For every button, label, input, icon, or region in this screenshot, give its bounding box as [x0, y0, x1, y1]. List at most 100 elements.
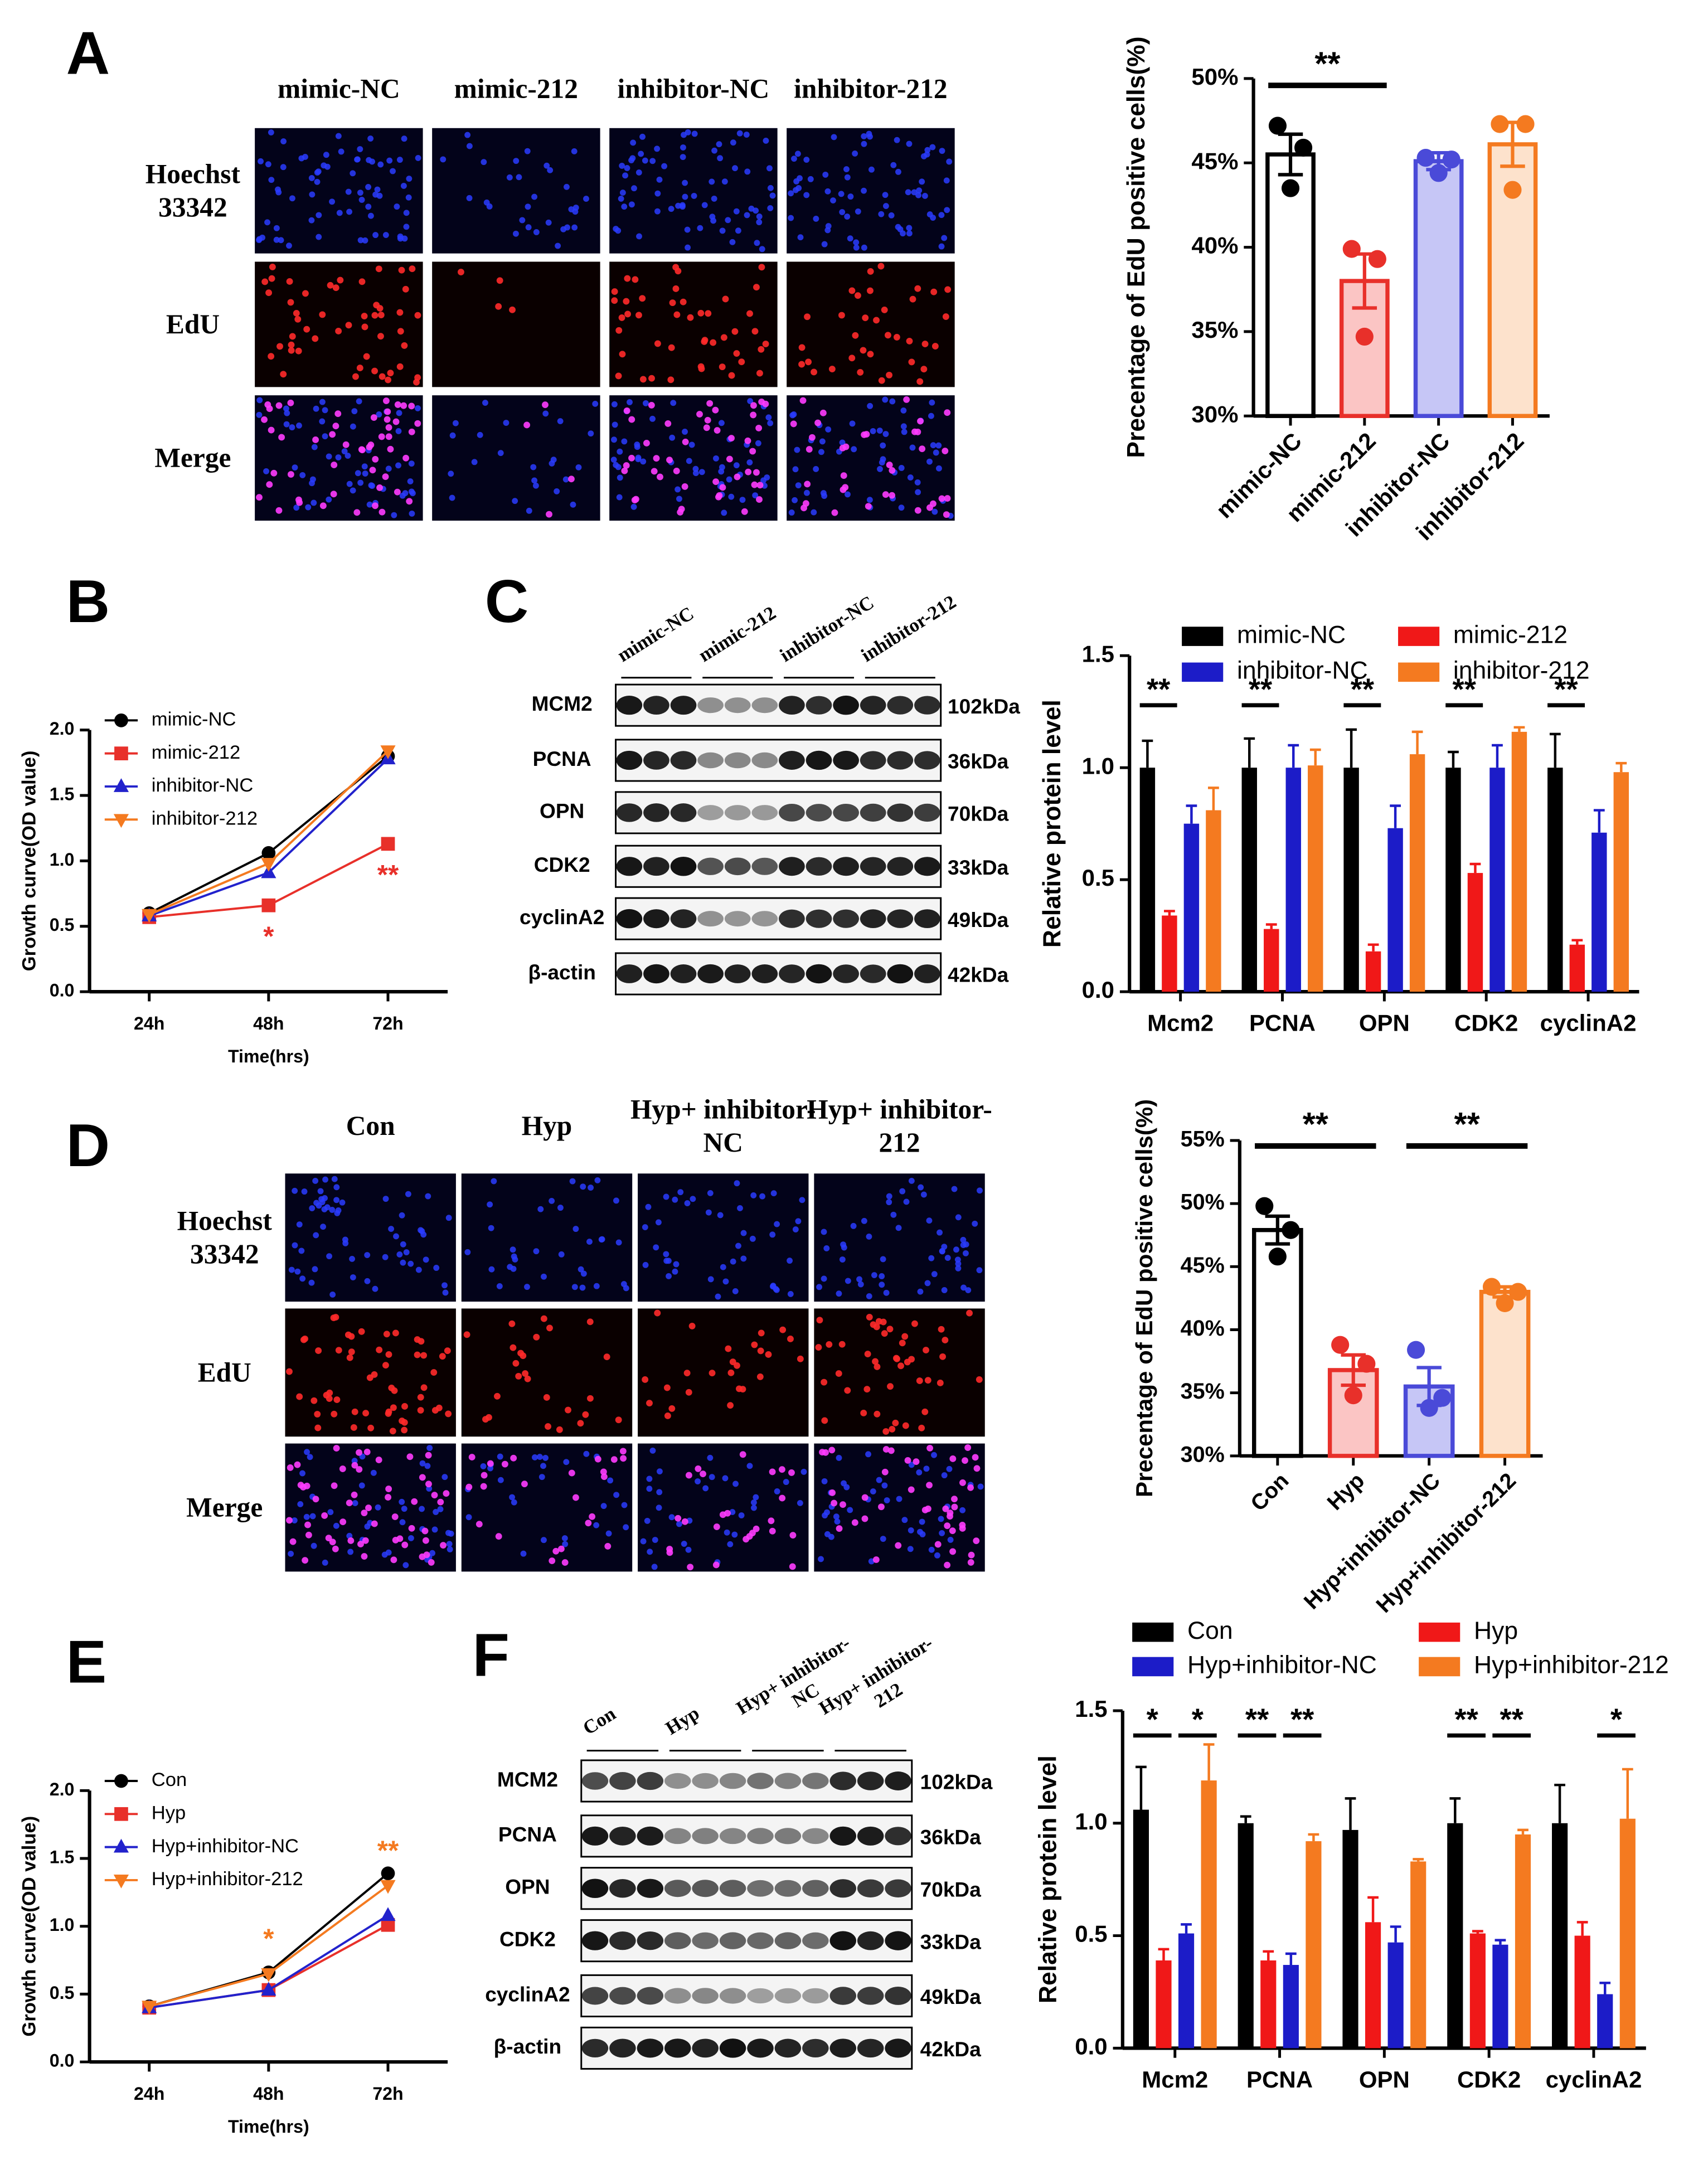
edu-nucleus	[685, 1389, 692, 1396]
nucleus	[345, 188, 352, 195]
edu-nucleus	[314, 1411, 321, 1418]
legend-label: inhibitor-NC	[152, 775, 254, 796]
edu-nucleus	[351, 1408, 358, 1415]
edu-nucleus	[886, 371, 892, 378]
edu-nucleus	[745, 468, 752, 475]
nucleus	[931, 508, 938, 515]
nucleus	[721, 509, 727, 516]
edu-nucleus	[510, 1344, 517, 1351]
edu-nucleus	[508, 1320, 516, 1327]
edu-nucleus	[376, 305, 384, 312]
edu-nucleus	[769, 1527, 776, 1535]
nucleus	[524, 1284, 530, 1290]
blot-frame	[580, 2026, 913, 2070]
nucleus	[800, 1468, 807, 1475]
edu-nucleus	[860, 1410, 867, 1416]
column-label: mimic-212	[454, 74, 579, 105]
blot-band	[802, 2038, 829, 2057]
nucleus	[532, 482, 539, 489]
y-tick-label: 0.0	[50, 2051, 75, 2071]
edu-nucleus	[886, 1326, 894, 1333]
legend-label: inhibitor-212	[152, 808, 258, 829]
x-tick-label: cyclinA2	[1546, 2066, 1642, 2093]
edu-nucleus	[931, 343, 939, 350]
nucleus	[313, 405, 319, 412]
edu-nucleus	[383, 1331, 390, 1338]
nucleus	[977, 1483, 984, 1490]
bar	[1387, 828, 1403, 992]
nucleus	[400, 182, 407, 189]
nucleus	[965, 1287, 972, 1293]
y-tick-label: 35%	[1191, 317, 1238, 343]
nucleus	[844, 174, 851, 181]
nucleus	[547, 167, 554, 173]
blot-band	[719, 1988, 746, 2004]
nucleus	[445, 1215, 452, 1221]
edu-nucleus	[396, 309, 404, 316]
blot-band	[774, 1880, 802, 1897]
edu-nucleus	[603, 1353, 610, 1361]
blot-band	[751, 911, 778, 927]
edu-nucleus	[908, 1486, 915, 1493]
edu-nucleus	[543, 1394, 550, 1401]
edu-nucleus	[276, 343, 283, 350]
edu-nucleus	[618, 314, 625, 321]
nucleus	[326, 453, 332, 460]
x-tick-label: Mcm2	[1147, 1010, 1214, 1036]
nucleus	[409, 510, 415, 517]
edu-nucleus	[619, 351, 626, 358]
edu-nucleus	[894, 1355, 900, 1362]
blot-band	[697, 911, 724, 927]
y-axis-label: Growth curve(OD value)	[19, 1816, 40, 2037]
micrograph-tile	[255, 261, 423, 387]
blot-band	[664, 1988, 691, 2004]
nucleus	[544, 162, 550, 169]
bar	[1492, 1944, 1508, 2049]
edu-nucleus	[758, 1329, 765, 1337]
nucleus	[471, 459, 478, 465]
nucleus	[709, 213, 716, 220]
significance-label: *	[263, 1924, 274, 1954]
edu-nucleus	[319, 502, 327, 509]
edu-nucleus	[610, 1456, 618, 1463]
nucleus	[308, 217, 315, 224]
column-label: Con	[346, 1111, 395, 1142]
edu-nucleus	[654, 340, 661, 347]
edu-nucleus	[789, 1563, 796, 1570]
nucleus	[309, 1513, 316, 1520]
edu-nucleus	[387, 370, 394, 377]
edu-nucleus	[726, 455, 733, 463]
micrograph-tile	[285, 1173, 456, 1302]
edu-nucleus	[926, 504, 933, 511]
blot-band	[829, 1987, 856, 2005]
nucleus	[795, 1218, 802, 1225]
nucleus	[433, 1265, 440, 1271]
nucleus	[654, 145, 661, 152]
nucleus	[899, 1188, 906, 1195]
nucleus	[580, 1183, 586, 1190]
edu-nucleus	[713, 1523, 720, 1530]
blot-strip	[580, 1974, 913, 2018]
nucleus	[642, 157, 648, 164]
edu-nucleus	[326, 1395, 333, 1402]
blot-band	[616, 750, 643, 770]
point	[114, 1807, 128, 1821]
edu-nucleus	[857, 368, 864, 376]
nucleus	[861, 140, 867, 147]
edu-nucleus	[653, 455, 660, 462]
nucleus	[616, 494, 623, 501]
blot-band	[670, 751, 697, 770]
blot-band	[747, 1828, 774, 1845]
edu-nucleus	[664, 420, 672, 427]
nucleus	[788, 190, 794, 197]
nucleus	[765, 414, 772, 421]
nucleus	[711, 147, 718, 154]
blot-band	[670, 856, 697, 876]
blot-band	[724, 964, 751, 983]
edu-nucleus	[375, 1457, 382, 1464]
micrograph-tile	[609, 128, 778, 254]
nucleus	[721, 178, 728, 185]
nucleus	[774, 1221, 780, 1227]
edu-nucleus	[361, 313, 368, 319]
nucleus	[916, 187, 923, 194]
